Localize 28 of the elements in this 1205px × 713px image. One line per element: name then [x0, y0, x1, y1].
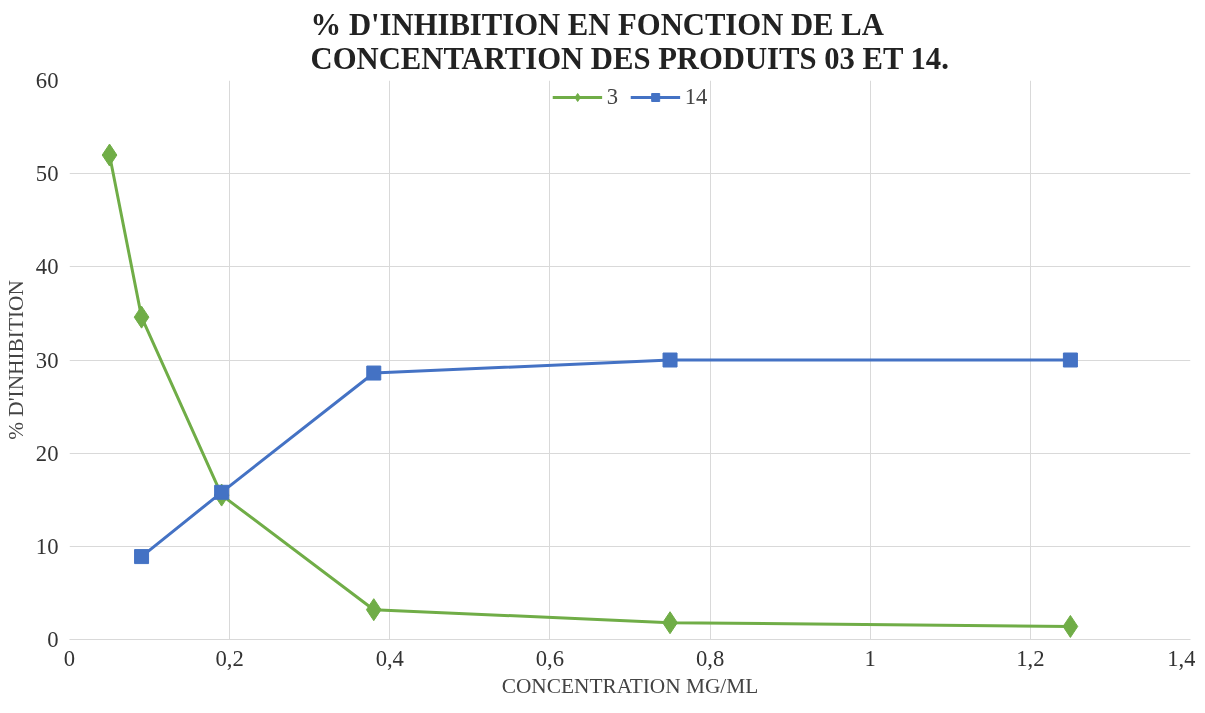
point	[1062, 614, 1079, 638]
chart-title: % D'INHIBITION EN FONCTION DE LA CONCENTARTION DES PRODUITS 03 ET 14.	[310, 7, 949, 76]
y-tick-label: 60	[35, 68, 59, 93]
x-tick-label: 0,4	[375, 645, 404, 671]
x-tick-label: 0,2	[215, 645, 244, 671]
point	[365, 598, 382, 622]
x-tick-label: 1,4	[1167, 645, 1196, 671]
y-tick-label: 20	[35, 440, 59, 466]
x-tick-label: 0,8	[695, 645, 725, 671]
y-tick-label: 50	[35, 161, 59, 187]
x-tick-label: 0,6	[535, 645, 565, 671]
point	[133, 305, 150, 329]
y-tick-label: 10	[35, 533, 59, 559]
y-tick-label: 40	[35, 254, 59, 280]
y-tick-label: 0	[47, 627, 59, 652]
y-tick-label: 30	[35, 347, 59, 373]
x-tick-label: 1	[864, 645, 876, 671]
point	[1062, 352, 1078, 368]
x-tick-label: 1,2	[1016, 645, 1045, 671]
x-tick-label: 0	[63, 645, 76, 671]
legend-label: 14	[684, 84, 708, 110]
point	[366, 365, 382, 381]
point	[134, 549, 150, 565]
x-axis-title: CONCENTRATION MG/ML	[501, 673, 759, 698]
point	[101, 143, 118, 167]
y-axis-title: % D'INHIBITION	[3, 280, 28, 440]
legend-label: 3	[606, 84, 619, 110]
point	[662, 352, 678, 368]
